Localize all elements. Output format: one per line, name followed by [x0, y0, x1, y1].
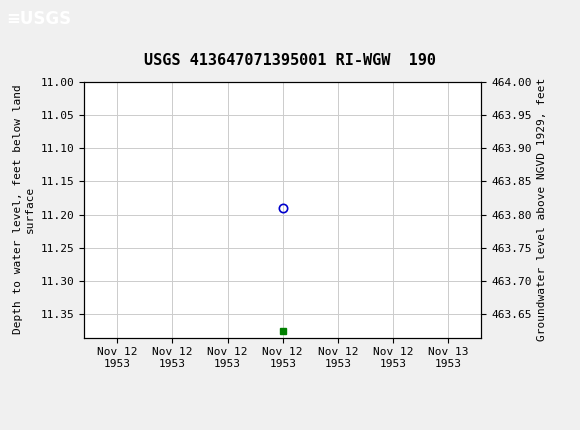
Y-axis label: Groundwater level above NGVD 1929, feet: Groundwater level above NGVD 1929, feet	[537, 78, 547, 341]
Text: USGS 413647071395001 RI-WGW  190: USGS 413647071395001 RI-WGW 190	[144, 53, 436, 68]
Y-axis label: Depth to water level, feet below land
surface: Depth to water level, feet below land su…	[13, 85, 35, 335]
Text: ≡USGS: ≡USGS	[6, 10, 71, 28]
